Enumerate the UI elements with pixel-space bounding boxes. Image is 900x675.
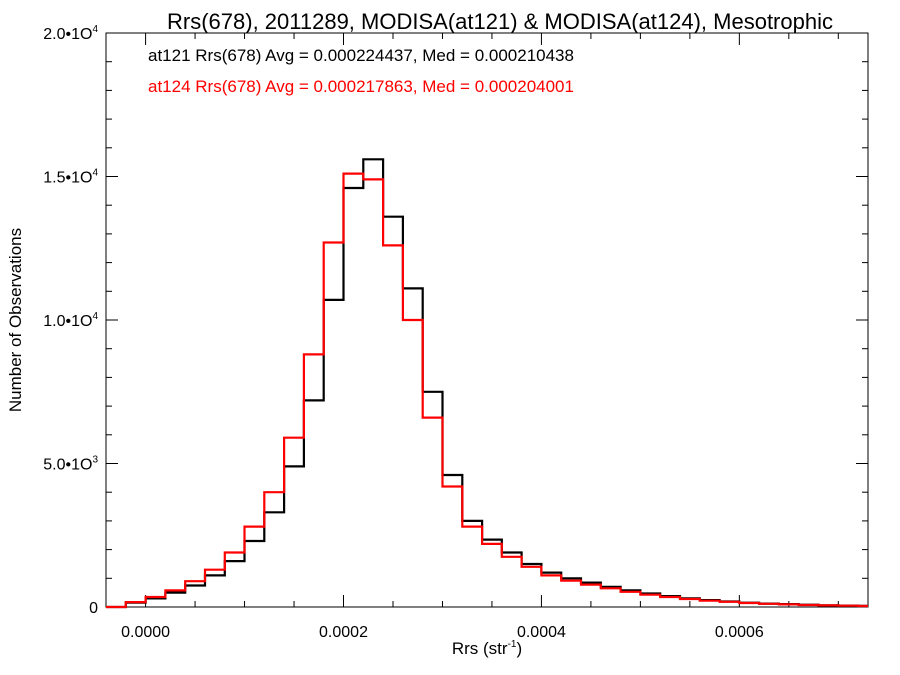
x-tick-label: 0.0006 (715, 624, 764, 641)
ticks-layer: 0.0000 0.0002 0.0004 0.0006 0 5.0•1O3 1.0•1O4 1… (43, 24, 868, 641)
legend-entry-at121: at121 Rrs(678) Avg = 0.000224437, Med = … (148, 46, 574, 65)
series-line-at121 (106, 158, 868, 609)
y-tick-label: 1.0•1O4 (43, 311, 98, 330)
y-tick-label: 1.5•1O4 (43, 168, 98, 187)
x-tick-label: 0.0000 (121, 624, 170, 641)
plot-frame (105, 32, 869, 608)
x-axis-label: Rrs (str-1) (452, 639, 522, 658)
series-layer (106, 158, 868, 609)
series-line-at124 (106, 172, 868, 609)
y-tick-label: 2.0•1O4 (43, 24, 98, 43)
y-tick-label: 0 (89, 600, 98, 617)
y-tick-label: 5.0•1O3 (43, 455, 98, 474)
x-tick-label: 0.0002 (319, 624, 368, 641)
legend-entry-at124: at124 Rrs(678) Avg = 0.000217863, Med = … (148, 77, 574, 96)
y-axis-label: Number of Observations (6, 228, 25, 412)
legend: at121 Rrs(678) Avg = 0.000224437, Med = … (148, 46, 574, 96)
chart-title: Rrs(678), 2011289, MODISA(at121) & MODIS… (167, 9, 833, 34)
x-tick-label: 0.0004 (517, 624, 566, 641)
